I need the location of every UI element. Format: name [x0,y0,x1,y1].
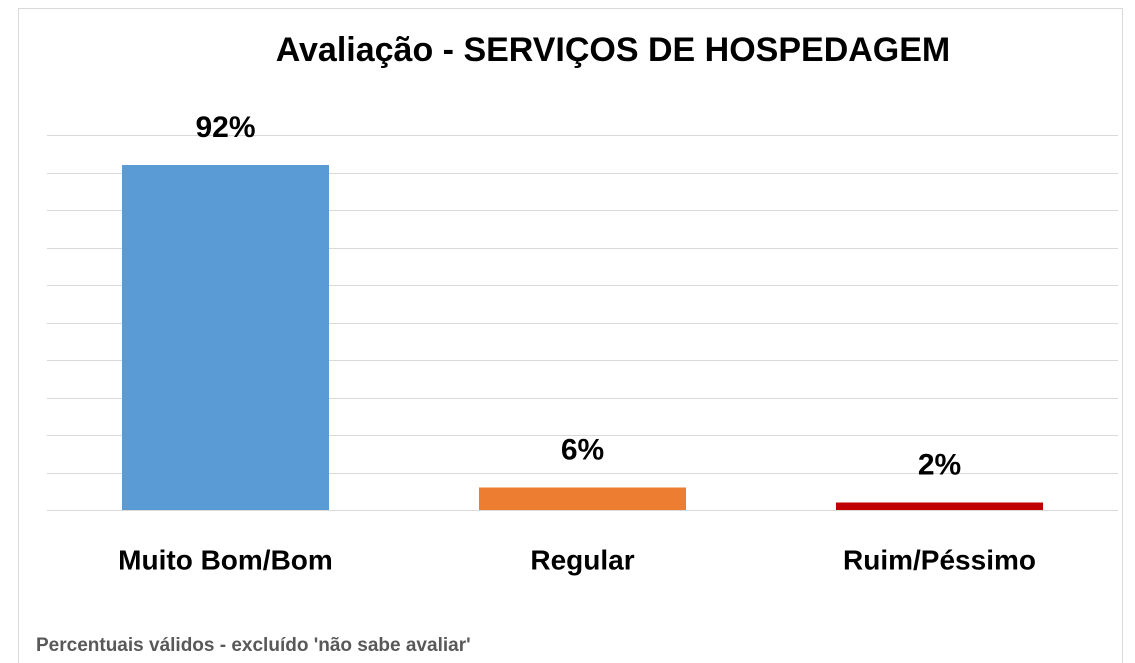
chart-title: Avaliação - SERVIÇOS DE HOSPEDAGEM [276,31,951,69]
footnote: Percentuais válidos - excluído 'não sabe… [36,635,471,656]
x-tick-label: Ruim/Péssimo [843,544,1036,575]
x-tick-label: Regular [530,544,634,575]
bar [835,502,1044,510]
bar [478,487,687,510]
x-tick-label: Muito Bom/Bom [118,544,333,575]
bar [121,165,330,510]
data-label: 6% [561,433,604,466]
data-label: 2% [918,448,961,481]
data-label: 92% [195,111,255,144]
